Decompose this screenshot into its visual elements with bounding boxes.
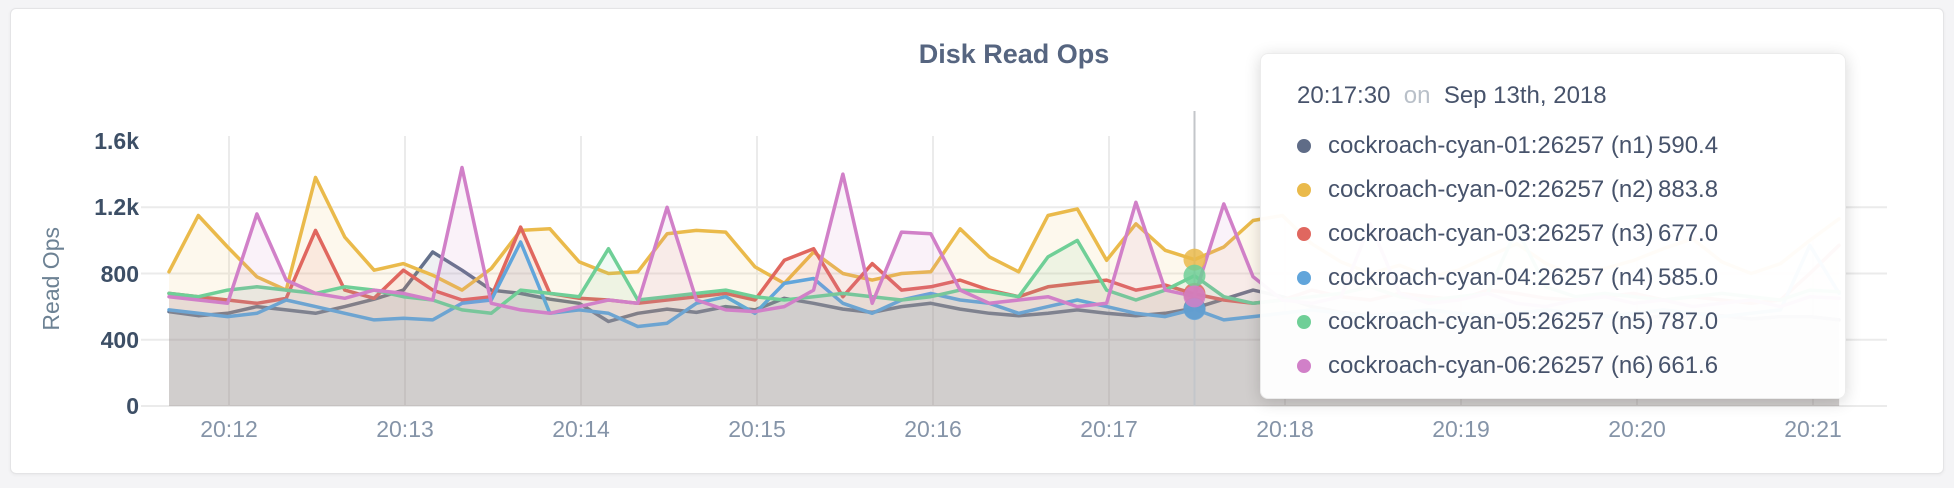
tooltip-series-value: 585.0 bbox=[1658, 264, 1719, 291]
tooltip-series-value: 883.8 bbox=[1658, 176, 1719, 203]
tooltip-row: cockroach-cyan-02:26257 (n2) 883.8 bbox=[1297, 168, 1811, 212]
series-color-dot-icon bbox=[1297, 271, 1311, 285]
x-tick-label: 20:13 bbox=[376, 416, 434, 442]
x-tick-label: 20:19 bbox=[1432, 416, 1490, 442]
tooltip-date-text: Sep 13th, 2018 bbox=[1443, 82, 1607, 109]
series-color-dot-icon bbox=[1297, 139, 1311, 153]
tooltip-series-name: cockroach-cyan-01:26257 (n1) bbox=[1328, 132, 1654, 159]
x-tick-label: 20:18 bbox=[1256, 416, 1314, 442]
tooltip-date bbox=[1437, 82, 1444, 109]
metric-graph-card: Disk Read Ops Read Ops 1.6k 1.2k 800 400 0 2… bbox=[10, 8, 1944, 474]
y-tick-label: 1.6k bbox=[94, 128, 139, 154]
y-tick-label: 400 bbox=[100, 326, 139, 353]
tooltip-rows: cockroach-cyan-01:26257 (n1) 590.4 cockroa… bbox=[1297, 124, 1811, 388]
tooltip-row: cockroach-cyan-03:26257 (n3) 677.0 bbox=[1297, 212, 1811, 256]
tooltip-time: 20:17:30 bbox=[1297, 82, 1391, 109]
tooltip-series-value: 787.0 bbox=[1658, 308, 1719, 335]
tooltip-row: cockroach-cyan-05:26257 (n5) 787.0 bbox=[1297, 300, 1811, 344]
x-tick-label: 20:17 bbox=[1080, 416, 1138, 442]
tooltip-series-name: cockroach-cyan-03:26257 (n3) bbox=[1328, 220, 1654, 247]
tooltip-series-value: 590.4 bbox=[1658, 132, 1719, 159]
x-tick-label: 20:16 bbox=[904, 416, 962, 442]
tooltip-row: cockroach-cyan-01:26257 (n1) 590.4 bbox=[1297, 124, 1811, 168]
tooltip-series-name: cockroach-cyan-04:26257 (n4) bbox=[1328, 264, 1654, 291]
tooltip-row: cockroach-cyan-04:26257 (n4) 585.0 bbox=[1297, 256, 1811, 300]
x-tick-label: 20:14 bbox=[552, 416, 610, 442]
tooltip-row: cockroach-cyan-06:26257 (n6) 661.6 bbox=[1297, 344, 1811, 388]
y-tick-label: 800 bbox=[100, 260, 139, 287]
x-tick-label: 20:12 bbox=[200, 416, 258, 442]
series-color-dot-icon bbox=[1297, 227, 1311, 241]
tooltip-series-name: cockroach-cyan-02:26257 (n2) bbox=[1328, 176, 1654, 203]
series-color-dot-icon bbox=[1297, 359, 1311, 373]
tooltip-series-name: cockroach-cyan-06:26257 (n6) bbox=[1328, 352, 1654, 379]
chart-title: Disk Read Ops bbox=[918, 39, 1110, 69]
x-tick-label: 20:21 bbox=[1784, 416, 1842, 442]
tooltip-series-name: cockroach-cyan-05:26257 (n5) bbox=[1328, 308, 1654, 335]
series-color-dot-icon bbox=[1297, 183, 1311, 197]
tooltip-series-value: 661.6 bbox=[1658, 352, 1719, 379]
x-tick-label: 20:20 bbox=[1608, 416, 1666, 442]
y-tick-label: 1.2k bbox=[94, 194, 139, 221]
hover-point-n6[interactable] bbox=[1183, 285, 1206, 308]
tooltip-conjunction bbox=[1397, 82, 1404, 109]
y-tick-label: 0 bbox=[126, 393, 139, 419]
hover-tooltip: 20:17:30 on Sep 13th, 2018 cockroach-cya… bbox=[1260, 53, 1846, 399]
hover-point-n2[interactable] bbox=[1183, 248, 1206, 271]
tooltip-title: 20:17:30 on Sep 13th, 2018 bbox=[1297, 82, 1607, 109]
series-color-dot-icon bbox=[1297, 315, 1311, 329]
x-tick-label: 20:15 bbox=[728, 416, 786, 442]
hover-point-n5[interactable] bbox=[1183, 264, 1206, 287]
tooltip-series-value: 677.0 bbox=[1658, 220, 1719, 247]
